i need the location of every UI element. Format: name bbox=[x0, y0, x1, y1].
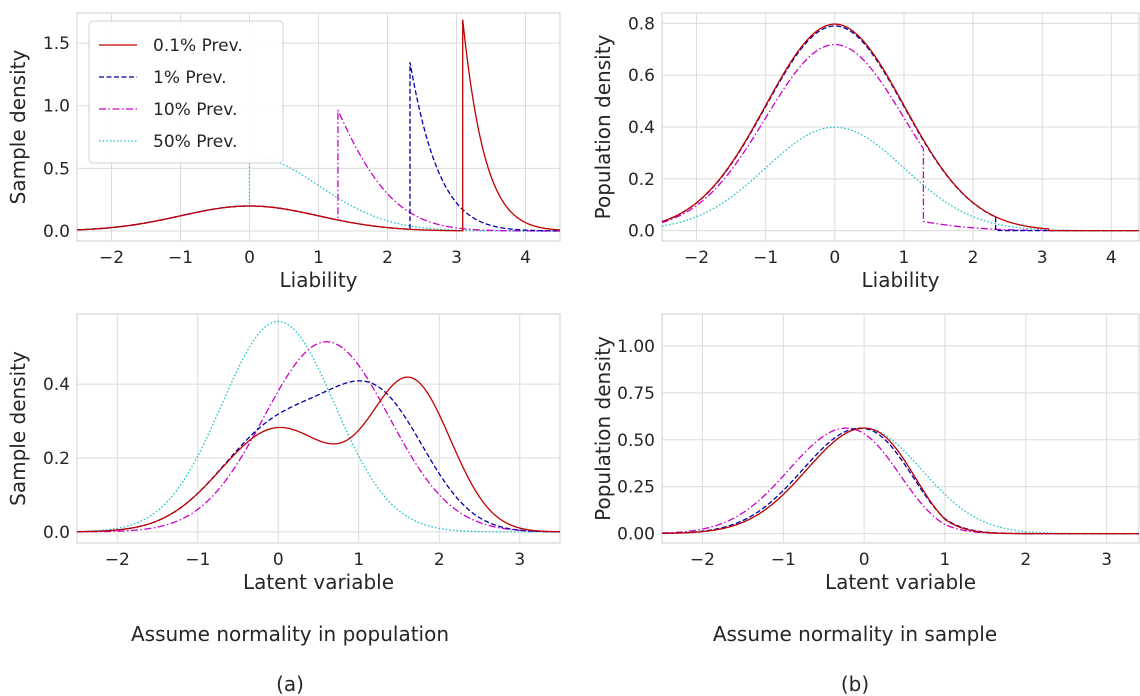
x-axis-label: Latent variable bbox=[243, 570, 394, 594]
panel-top-left: −2 −1 0 1 2 3 4 0.0 0.5 1.0 1.5 Liability Sample den… bbox=[6, 12, 561, 292]
caption-right: Assume normality in sample bbox=[712, 622, 998, 646]
y-tick-label: 0.4 bbox=[43, 375, 70, 395]
y-tick-label: 0.4 bbox=[628, 118, 655, 138]
series-line bbox=[662, 427, 1139, 535]
y-axis-label: Population density bbox=[591, 34, 615, 219]
y-tick-label: 1.0 bbox=[43, 97, 70, 117]
x-tick-label: −2 bbox=[99, 248, 124, 268]
series-line bbox=[77, 19, 560, 232]
x-axis-label: Liability bbox=[280, 268, 358, 292]
series-line bbox=[77, 376, 560, 533]
y-tick-label: 0.2 bbox=[43, 449, 70, 469]
x-tick-label: 2 bbox=[1020, 550, 1031, 570]
y-axis-label: Population density bbox=[591, 336, 615, 521]
x-axis-label: Latent variable bbox=[825, 570, 976, 594]
panel-bottom-right: −2 −1 0 1 2 3 0.00 0.25 0.50 0.75 1.00 Latent varia… bbox=[591, 313, 1140, 594]
subfigure-label-a: (a) bbox=[276, 672, 304, 696]
y-axis-label: Sample density bbox=[6, 351, 30, 506]
y-tick-label: 0.00 bbox=[617, 525, 655, 545]
x-axis-label: Liability bbox=[862, 268, 940, 292]
x-tick-label: 3 bbox=[451, 248, 462, 268]
x-tick-label: 3 bbox=[514, 550, 525, 570]
plot-area bbox=[76, 313, 561, 544]
x-tick-label: 1 bbox=[940, 550, 951, 570]
x-tick-label: −2 bbox=[684, 248, 709, 268]
y-tick-label: 1.00 bbox=[617, 337, 655, 357]
series-line bbox=[77, 320, 560, 533]
x-tick-label: 1 bbox=[353, 550, 364, 570]
x-tick-label: −2 bbox=[690, 550, 715, 570]
x-tick-label: 3 bbox=[1037, 248, 1048, 268]
caption-left: Assume normality in population bbox=[130, 622, 450, 646]
y-axis-label: Sample density bbox=[6, 50, 30, 205]
y-tick-label: 0.2 bbox=[628, 170, 655, 190]
y-tick-label: 0.50 bbox=[617, 431, 655, 451]
y-tick-label: 0.0 bbox=[628, 222, 655, 242]
x-tick-label: 0 bbox=[244, 248, 255, 268]
y-tick-label: 0.0 bbox=[43, 222, 70, 242]
legend-label: 50% Prev. bbox=[153, 132, 237, 152]
x-tick-label: −2 bbox=[105, 550, 130, 570]
x-tick-label: 0 bbox=[273, 550, 284, 570]
x-tick-label: −1 bbox=[771, 550, 796, 570]
legend-label: 1% Prev. bbox=[153, 68, 227, 88]
x-tick-label: 2 bbox=[382, 248, 393, 268]
legend-label: 10% Prev. bbox=[153, 100, 237, 120]
x-tick-label: 4 bbox=[520, 248, 531, 268]
x-tick-label: −1 bbox=[753, 248, 778, 268]
legend-label: 0.1% Prev. bbox=[153, 36, 243, 56]
x-tick-label: 4 bbox=[1106, 248, 1117, 268]
x-tick-label: 0 bbox=[829, 248, 840, 268]
x-tick-label: 3 bbox=[1101, 550, 1112, 570]
x-tick-label: 1 bbox=[899, 248, 910, 268]
subfigure-label-b: (b) bbox=[840, 672, 870, 696]
y-tick-label: 0.5 bbox=[43, 159, 70, 179]
y-tick-label: 0.8 bbox=[628, 14, 655, 34]
series-line bbox=[77, 341, 560, 533]
y-tick-label: 0.6 bbox=[628, 66, 655, 86]
x-tick-label: 2 bbox=[968, 248, 979, 268]
plot-area bbox=[661, 313, 1140, 544]
series-line bbox=[662, 23, 1139, 232]
series-line bbox=[77, 155, 560, 232]
series-line bbox=[77, 62, 560, 232]
panel-bottom-left: −2 −1 0 1 2 3 0.0 0.2 0.4 Latent variable Sample d… bbox=[6, 313, 561, 594]
x-tick-label: 1 bbox=[313, 248, 324, 268]
panel-top-right: −2 −1 0 1 2 3 4 0.0 0.2 0.4 0.6 0.8 Liability Populat… bbox=[591, 12, 1140, 292]
x-tick-label: −1 bbox=[185, 550, 210, 570]
y-tick-label: 0.25 bbox=[617, 478, 655, 498]
legend: 0.1% Prev. 1% Prev. 10% Prev. 50% Prev. bbox=[88, 20, 284, 164]
x-tick-label: 0 bbox=[859, 550, 870, 570]
x-tick-label: −1 bbox=[168, 248, 193, 268]
series-line bbox=[662, 43, 1139, 232]
y-tick-label: 0.75 bbox=[617, 384, 655, 404]
y-tick-label: 1.5 bbox=[43, 34, 70, 54]
x-tick-label: 2 bbox=[434, 550, 445, 570]
y-tick-label: 0.0 bbox=[43, 523, 70, 543]
legend-box bbox=[88, 20, 284, 164]
series-line bbox=[77, 380, 560, 533]
series-line bbox=[662, 427, 1139, 535]
